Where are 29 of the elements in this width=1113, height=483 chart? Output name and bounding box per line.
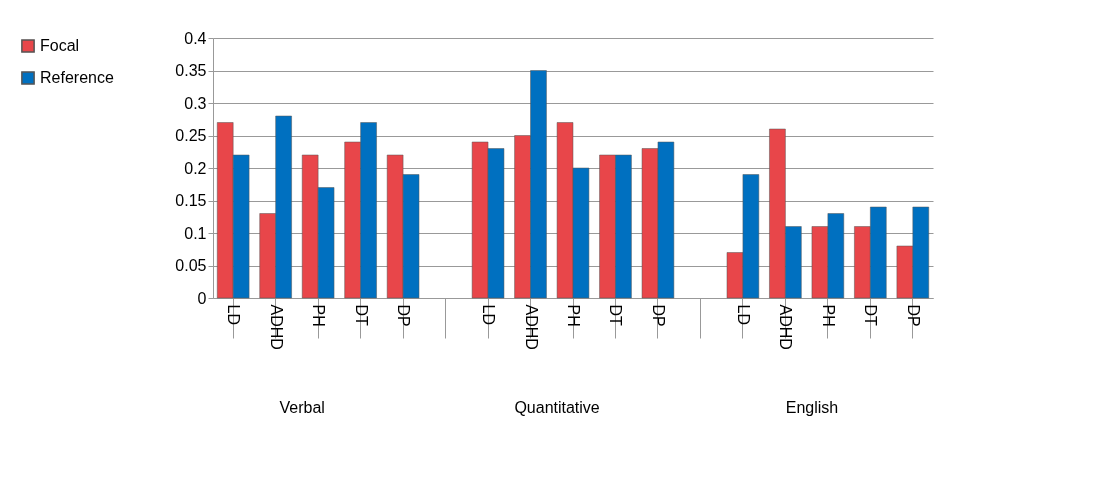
x-tick-label: ADHD xyxy=(267,304,285,350)
x-tick-label: LD xyxy=(734,304,752,325)
x-tick-label: DP xyxy=(649,304,667,327)
y-tick-label: 0.15 xyxy=(175,192,207,209)
x-tick-label: LD xyxy=(225,304,243,325)
y-tick-label: 0.2 xyxy=(184,159,207,177)
x-tick-label: ADHD xyxy=(522,304,540,350)
x-tick-label: ADHD xyxy=(777,304,795,350)
x-tick-label: PH xyxy=(819,304,837,327)
x-tick-label: PH xyxy=(565,304,582,327)
y-tick-label: 0 xyxy=(197,289,207,307)
text: Quantitative xyxy=(514,399,600,416)
text: Verbal xyxy=(279,399,325,416)
y-tick-label: 0.4 xyxy=(184,29,207,47)
y-tick-label: 0.3 xyxy=(184,94,207,112)
y-tick-label: 0.1 xyxy=(184,224,207,242)
y-tick-label: 0.25 xyxy=(175,127,207,144)
legend-label: Focal xyxy=(40,37,80,54)
x-tick-label: DT xyxy=(607,304,625,327)
y-tick-label: 0.05 xyxy=(175,257,207,274)
text: English xyxy=(785,399,839,416)
legend-label: Reference xyxy=(40,69,114,86)
x-tick-label: DP xyxy=(904,304,922,327)
x-tick-label: DT xyxy=(352,304,370,327)
x-tick-label: PH xyxy=(310,304,328,327)
x-tick-label: DT xyxy=(862,304,880,327)
x-tick-label: DP xyxy=(395,304,413,327)
y-tick-label: 0.35 xyxy=(175,62,207,79)
x-tick-label: LD xyxy=(480,304,498,325)
